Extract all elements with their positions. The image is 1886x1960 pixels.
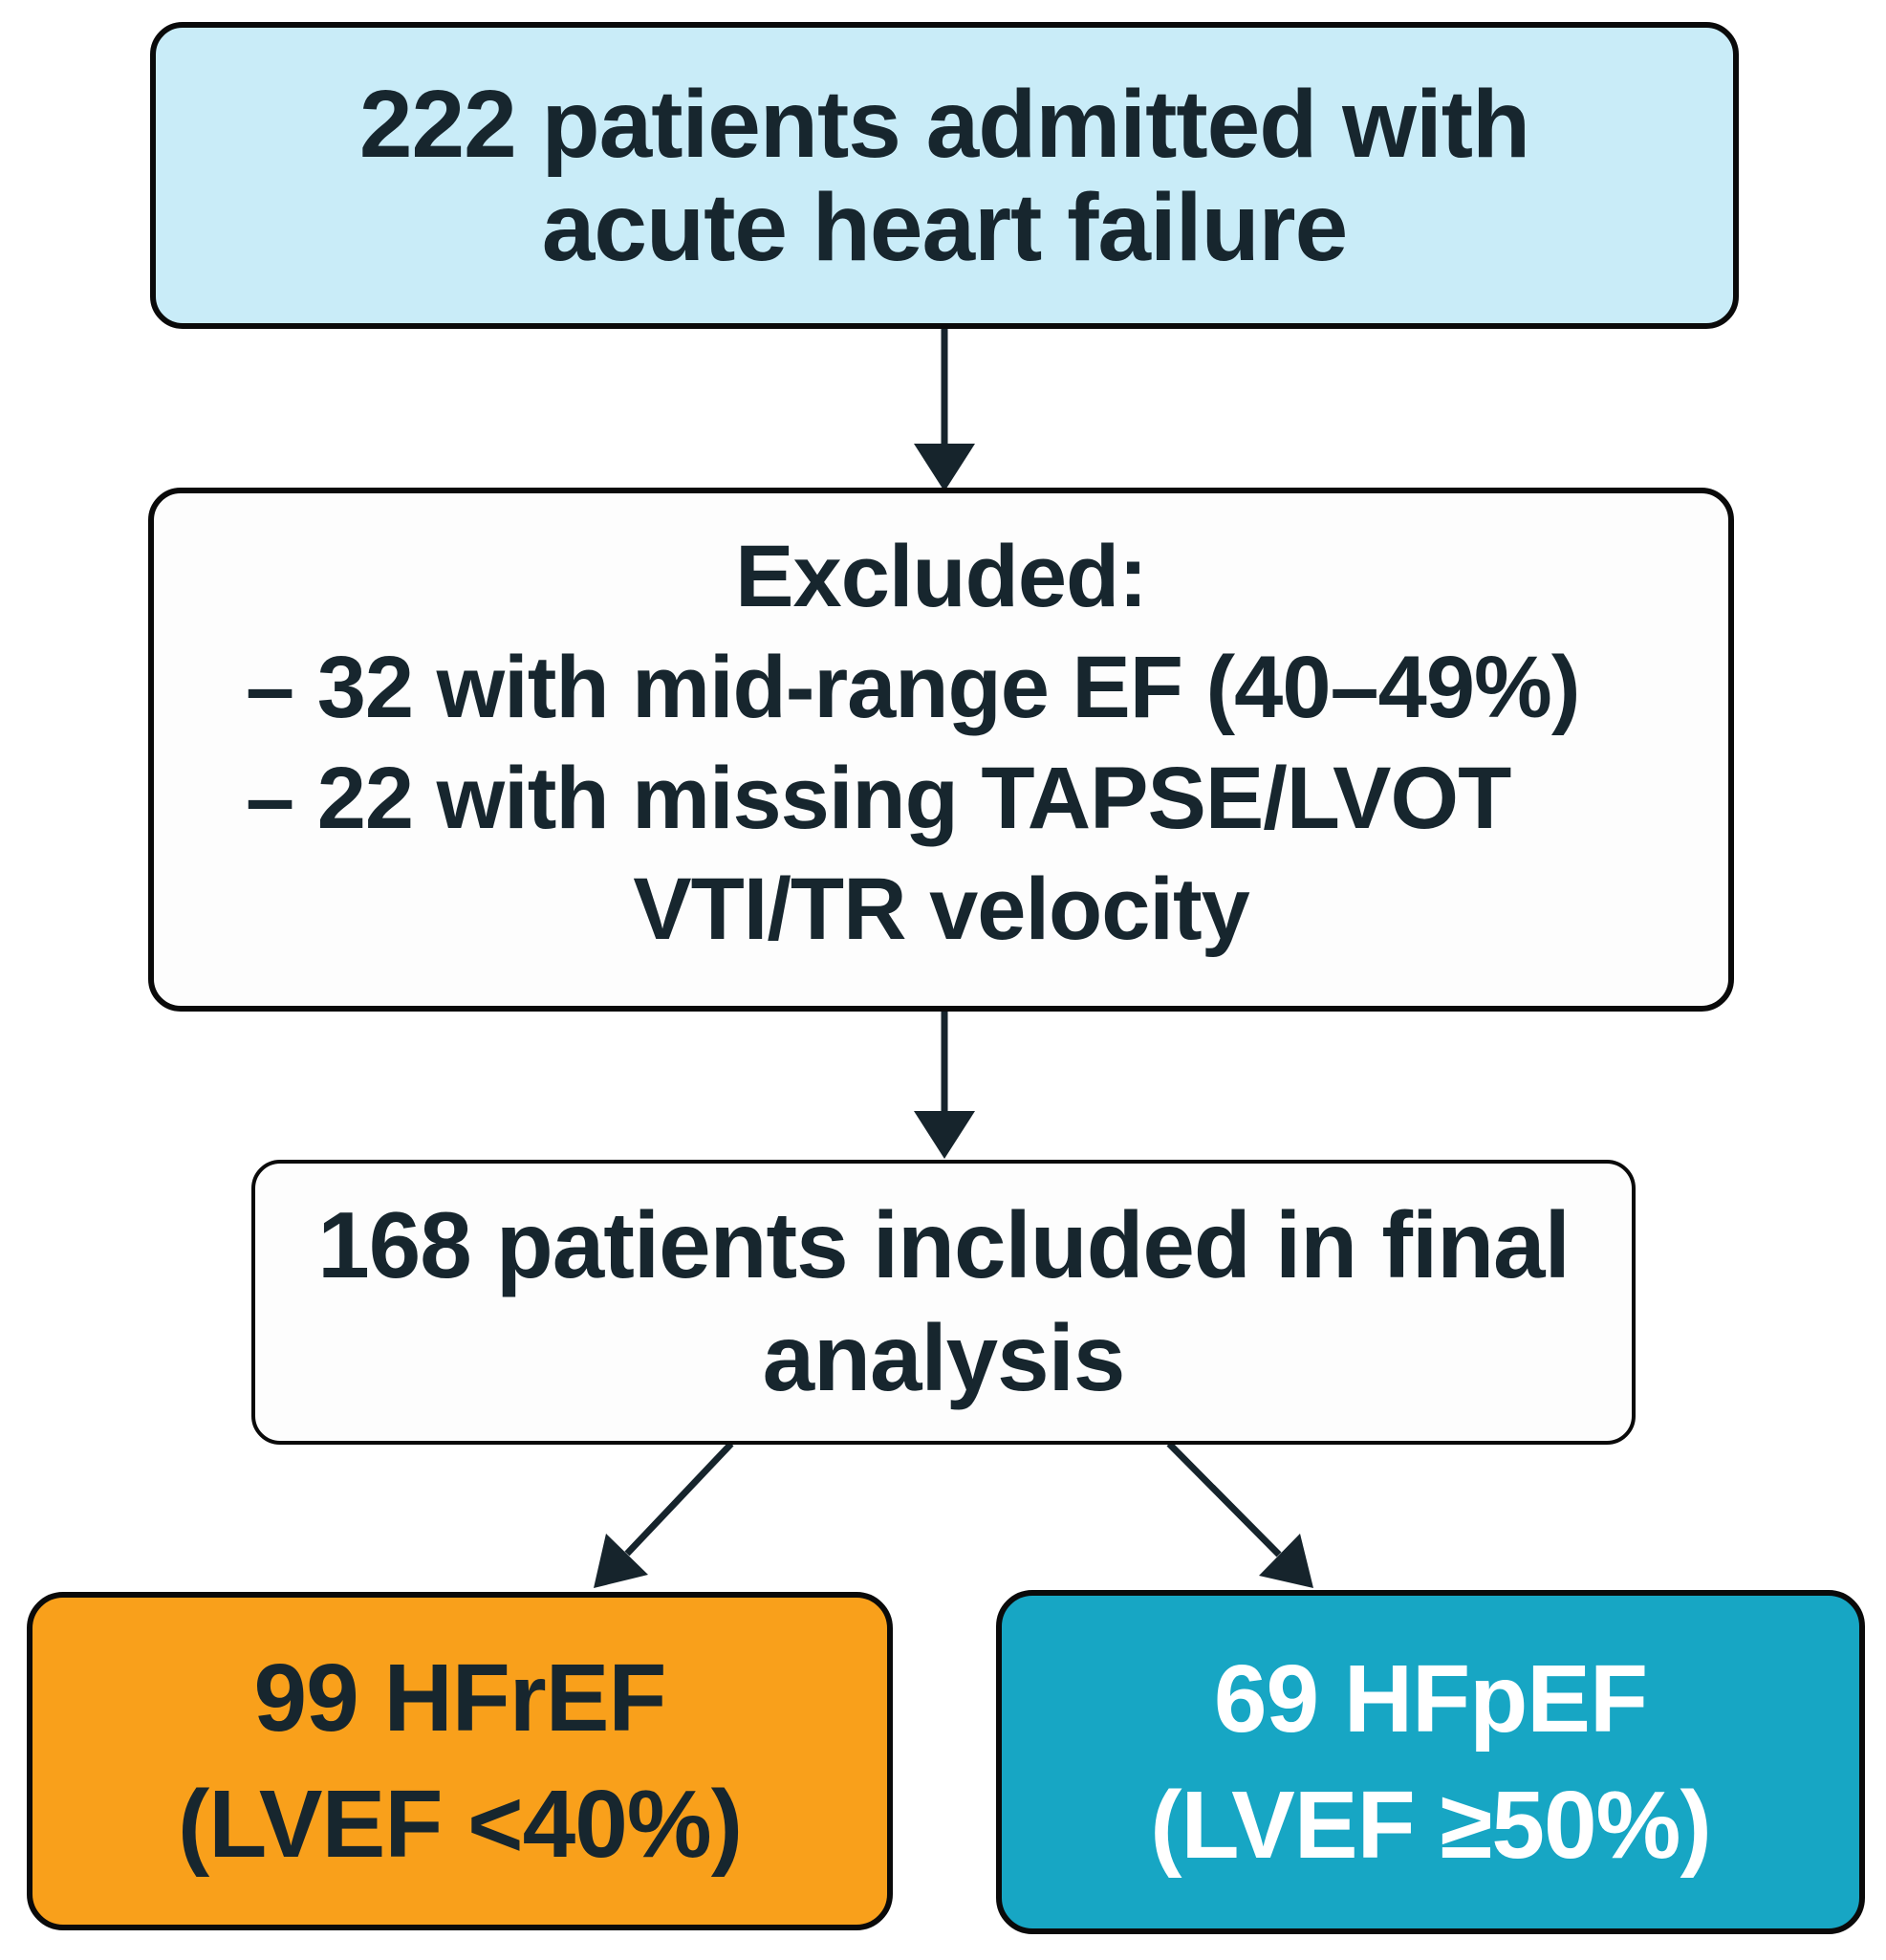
node-excluded-heading: Excluded:: [735, 528, 1148, 625]
node-hfref-line-2: (LVEF <40%): [177, 1771, 743, 1878]
node-excluded-bullets: – 32 with mid-range EF (40–49%) – 22 wit…: [154, 633, 1580, 855]
arrow-excluded-to-analysis: [914, 1009, 975, 1159]
node-hfref-group: 99 HFrEF (LVEF <40%): [27, 1592, 893, 1930]
node-final-analysis: 168 patients included in final analysis: [251, 1160, 1636, 1445]
node-admitted-patients: 222 patients admitted with acute heart f…: [150, 22, 1739, 329]
node-excluded-bullet-1: – 32 with mid-range EF (40–49%): [246, 638, 1580, 736]
node-hfref-line-1: 99 HFrEF: [253, 1644, 666, 1752]
node-hfpef-line-1: 69 HFpEF: [1213, 1645, 1648, 1753]
node-analysis-line-1: 168 patients included in final: [317, 1192, 1571, 1298]
node-excluded: Excluded: – 32 with mid-range EF (40–49%…: [148, 488, 1734, 1012]
node-hfpef-group: 69 HFpEF (LVEF ≥50%): [996, 1590, 1865, 1934]
arrow-analysis-to-hfpef: [1166, 1441, 1313, 1588]
node-hfpef-line-2: (LVEF ≥50%): [1150, 1772, 1712, 1879]
node-excluded-bullet-2: – 22 with missing TAPSE/LVOT: [246, 749, 1511, 847]
node-analysis-line-2: analysis: [762, 1305, 1126, 1410]
arrow-admitted-to-excluded: [914, 325, 975, 491]
node-admitted-line-2: acute heart failure: [541, 173, 1348, 281]
arrow-analysis-to-hfref: [594, 1441, 734, 1588]
node-excluded-continuation: VTI/TR velocity: [633, 860, 1249, 958]
node-admitted-line-1: 222 patients admitted with: [358, 70, 1530, 178]
